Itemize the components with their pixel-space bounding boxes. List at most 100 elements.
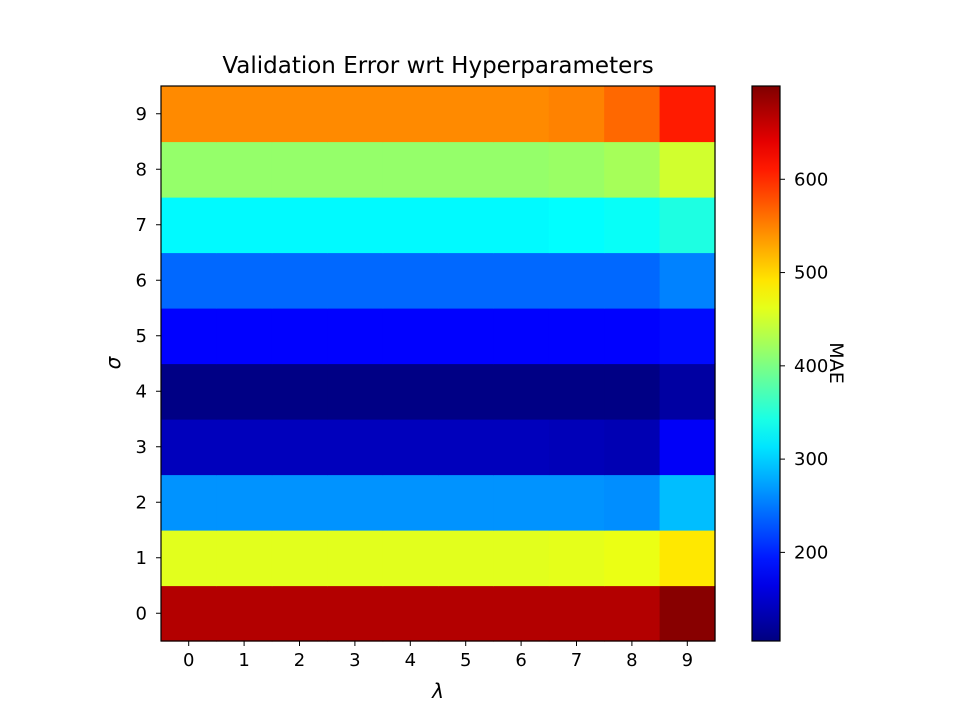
heatmap-cell [604, 252, 661, 309]
heatmap-cell [271, 308, 328, 365]
heatmap-cell [659, 86, 716, 143]
heatmap-cell [548, 141, 605, 198]
heatmap-cell [659, 252, 716, 309]
heatmap-cell [271, 197, 328, 254]
heatmap-cell [659, 585, 716, 642]
heatmap-cell [548, 308, 605, 365]
colorbar-tick-label: 500 [794, 263, 828, 284]
heatmap-cell [216, 585, 273, 642]
heatmap-cell [216, 474, 273, 531]
heatmap-cell [271, 530, 328, 587]
heatmap-cell [216, 141, 273, 198]
heatmap-cell [659, 197, 716, 254]
y-tick-label: 3 [136, 437, 147, 458]
heatmap-cell [604, 474, 661, 531]
x-axis-label: λ [431, 679, 444, 703]
heatmap-cell [216, 197, 273, 254]
heatmap-cell [382, 86, 439, 143]
y-tick-label: 4 [136, 381, 147, 402]
heatmap-cell [382, 252, 439, 309]
heatmap-cell [604, 86, 661, 143]
x-tick-label: 9 [682, 650, 693, 671]
heatmap-cell [161, 419, 217, 476]
heatmap-cell [271, 252, 328, 309]
heatmap-cell [327, 363, 384, 420]
heatmap-cell [604, 197, 661, 254]
heatmap-cell [327, 474, 384, 531]
heatmap-cell [493, 308, 550, 365]
heatmap-cell [382, 585, 439, 642]
heatmap-cells [161, 86, 716, 642]
heatmap-cell [327, 86, 384, 143]
heatmap-cell [548, 585, 605, 642]
y-axis-ticks: 0 1 2 3 4 5 6 7 8 9 [136, 104, 161, 624]
heatmap-cell [659, 308, 716, 365]
x-tick-label: 3 [349, 650, 360, 671]
chart-title: Validation Error wrt Hyperparameters [222, 53, 653, 79]
heatmap-cell [161, 197, 217, 254]
heatmap-cell [327, 585, 384, 642]
heatmap-cell [604, 141, 661, 198]
heatmap-cell [493, 363, 550, 420]
x-tick-label: 7 [571, 650, 582, 671]
y-axis-label: σ [101, 355, 125, 369]
heatmap-cell [382, 141, 439, 198]
heatmap-cell [271, 419, 328, 476]
y-tick-label: 7 [136, 215, 147, 236]
heatmap-cell [438, 252, 494, 309]
heatmap-cell [327, 252, 384, 309]
heatmap-cell [493, 141, 550, 198]
heatmap-cell [382, 474, 439, 531]
heatmap-cell [161, 252, 217, 309]
heatmap-cell [604, 585, 661, 642]
heatmap-cell [271, 474, 328, 531]
y-tick-label: 2 [136, 492, 147, 513]
heatmap-cell [659, 419, 716, 476]
x-tick-label: 4 [405, 650, 416, 671]
heatmap-cell [271, 86, 328, 143]
y-tick-label: 0 [136, 603, 147, 624]
heatmap-cell [216, 530, 273, 587]
colorbar-tick-label: 400 [794, 356, 828, 377]
y-tick-label: 6 [136, 270, 147, 291]
heatmap-cell [271, 363, 328, 420]
heatmap-cell [327, 419, 384, 476]
heatmap-cell [382, 530, 439, 587]
heatmap-cell [438, 585, 494, 642]
heatmap-cell [216, 419, 273, 476]
heatmap-cell [493, 474, 550, 531]
heatmap-cell [438, 141, 494, 198]
heatmap-cell [548, 197, 605, 254]
heatmap-cell [493, 530, 550, 587]
heatmap-cell [161, 474, 217, 531]
heatmap-cell [659, 474, 716, 531]
x-tick-label: 6 [515, 650, 526, 671]
heatmap-cell [438, 474, 494, 531]
heatmap-cell [327, 197, 384, 254]
y-tick-label: 5 [136, 326, 147, 347]
heatmap-cell [493, 197, 550, 254]
heatmap-cell [271, 141, 328, 198]
heatmap-cell [548, 363, 605, 420]
x-tick-label: 2 [294, 650, 305, 671]
heatmap-cell [161, 363, 217, 420]
heatmap-cell [161, 86, 217, 143]
heatmap-cell [493, 419, 550, 476]
heatmap-cell [271, 585, 328, 642]
heatmap-cell [216, 308, 273, 365]
heatmap-cell [161, 308, 217, 365]
heatmap-cell [548, 474, 605, 531]
plot-frame [160, 85, 716, 642]
colorbar: 200 300 400 500 600 [751, 85, 828, 642]
heatmap-cell [382, 363, 439, 420]
heatmap-cell [604, 363, 661, 420]
colorbar-tick-label: 300 [794, 449, 828, 470]
heatmap-cell [659, 363, 716, 420]
heatmap-cell [493, 585, 550, 642]
heatmap-cell [382, 419, 439, 476]
heatmap-cell [659, 141, 716, 198]
heatmap-cell [548, 86, 605, 143]
y-tick-label: 1 [136, 548, 147, 569]
x-tick-label: 0 [183, 650, 194, 671]
